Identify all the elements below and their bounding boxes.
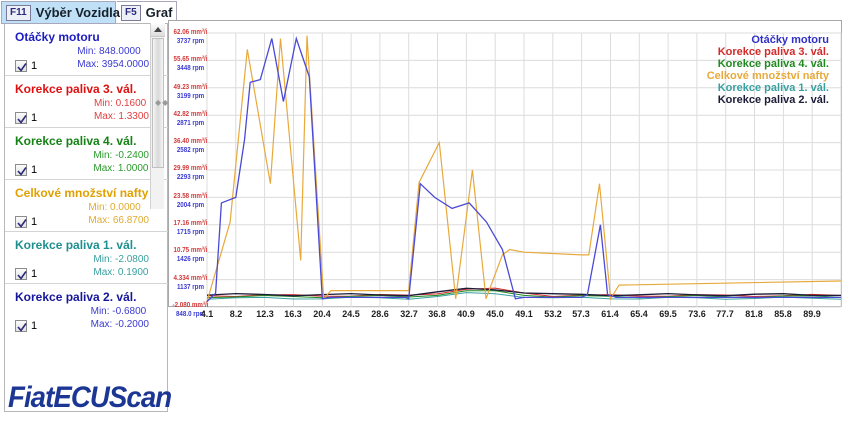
svg-text:Korekce paliva 1. vál.: Korekce paliva 1. vál. [718,82,829,94]
svg-text:Korekce paliva 4. vál.: Korekce paliva 4. vál. [718,58,829,70]
svg-text:Otáčky motoru: Otáčky motoru [751,34,829,46]
svg-text:Korekce paliva 3. vál.: Korekce paliva 3. vál. [718,46,829,58]
svg-text:Korekce paliva 2. vál.: Korekce paliva 2. vál. [718,94,829,106]
svg-text:Celkové množství nafty: Celkové množství nafty [707,70,830,82]
